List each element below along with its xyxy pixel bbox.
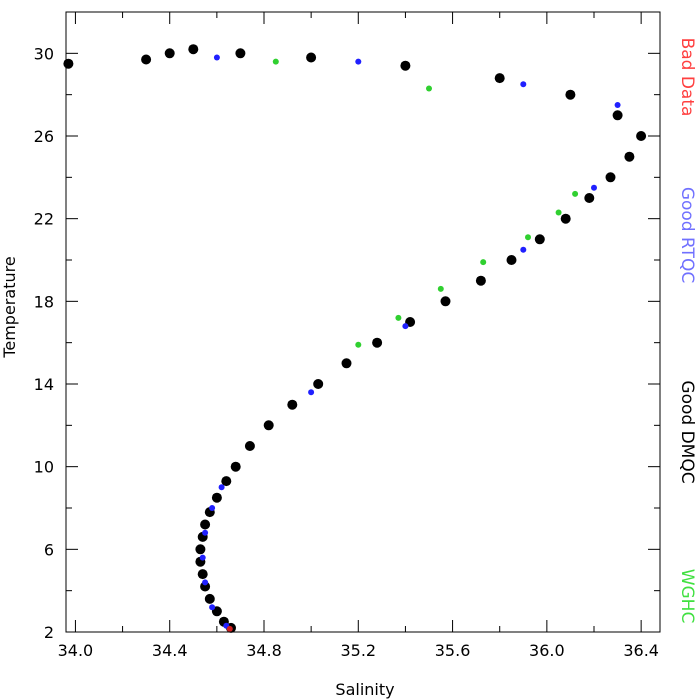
y-axis-title: Temperature [0, 256, 19, 358]
data-point [218, 484, 225, 491]
data-point [591, 184, 597, 191]
y-tick-label: 10 [34, 458, 54, 477]
data-point [287, 399, 298, 410]
data-point [235, 48, 246, 59]
data-point [636, 131, 647, 141]
data-point [605, 172, 616, 183]
y-tick-label: 2 [44, 623, 54, 642]
data-point [188, 44, 199, 55]
data-point [572, 190, 579, 197]
data-point [372, 337, 383, 348]
x-tick-label: 36.0 [529, 641, 565, 660]
series-good-dmqc [63, 44, 647, 633]
data-point [199, 554, 206, 561]
data-point [624, 151, 635, 162]
data-point [612, 110, 623, 121]
data-point [341, 358, 352, 369]
x-axis-title: Salinity [335, 680, 394, 699]
data-point [494, 73, 505, 84]
data-point [204, 593, 215, 604]
data-point [520, 81, 527, 88]
y-tick-label: 30 [34, 44, 54, 63]
legend-entry: Good DMQC [677, 380, 697, 483]
x-tick-label: 36.4 [623, 641, 659, 660]
data-point [226, 625, 233, 632]
data-point [355, 341, 362, 348]
data-point [506, 255, 517, 265]
data-point [614, 102, 621, 108]
data-point [475, 275, 486, 286]
x-tick-label: 35.2 [340, 641, 376, 660]
data-point [230, 461, 241, 472]
data-point [584, 193, 595, 203]
x-tick-label: 34.8 [246, 641, 282, 660]
y-tick-label: 18 [34, 292, 54, 311]
data-point [440, 296, 451, 307]
data-point [202, 579, 209, 586]
data-point [565, 89, 576, 100]
data-point [63, 58, 74, 69]
data-point [402, 323, 409, 330]
y-tick-label: 26 [34, 127, 54, 146]
data-point [164, 48, 175, 59]
series-bad-data [226, 625, 233, 632]
y-tick-label: 14 [34, 375, 54, 394]
data-point [400, 60, 411, 71]
series-wghc [272, 58, 579, 348]
data-point [480, 259, 487, 266]
data-point [426, 85, 432, 92]
data-point [202, 529, 209, 536]
data-point [200, 519, 211, 530]
data-point [308, 389, 315, 396]
x-tick-label: 34.0 [58, 641, 94, 660]
data-point [195, 544, 206, 555]
x-tick-label: 34.4 [152, 641, 188, 660]
data-point [209, 604, 216, 611]
data-point [197, 569, 208, 580]
data-point [534, 234, 545, 245]
y-tick-label: 22 [34, 210, 54, 229]
data-point [560, 213, 571, 224]
data-point [437, 285, 444, 292]
data-point [272, 58, 279, 65]
legend: Bad Data Good RTQC Good DMQC WGHC [677, 38, 697, 624]
legend-entry: WGHC [677, 569, 697, 624]
data-point [141, 54, 152, 65]
plot-frame [65, 11, 661, 633]
data-points [63, 44, 647, 633]
data-point [525, 234, 531, 241]
data-point [355, 58, 362, 65]
data-point [213, 54, 220, 61]
data-point [244, 441, 255, 451]
legend-entry: Bad Data [677, 38, 697, 117]
data-point [209, 505, 216, 511]
x-tick-label: 35.6 [435, 641, 471, 660]
data-point [211, 492, 222, 503]
data-point [306, 52, 317, 63]
data-point [395, 314, 402, 321]
data-point [313, 379, 324, 389]
axis-ticks: 34.0 34.4 34.8 35.2 35.6 36.0 36.4261014182226… [34, 12, 660, 660]
data-point [555, 209, 562, 216]
y-tick-label: 6 [44, 540, 54, 559]
legend-entry: Good RTQC [677, 187, 697, 283]
data-point [520, 246, 527, 253]
data-point [221, 476, 232, 487]
data-point [263, 420, 274, 431]
